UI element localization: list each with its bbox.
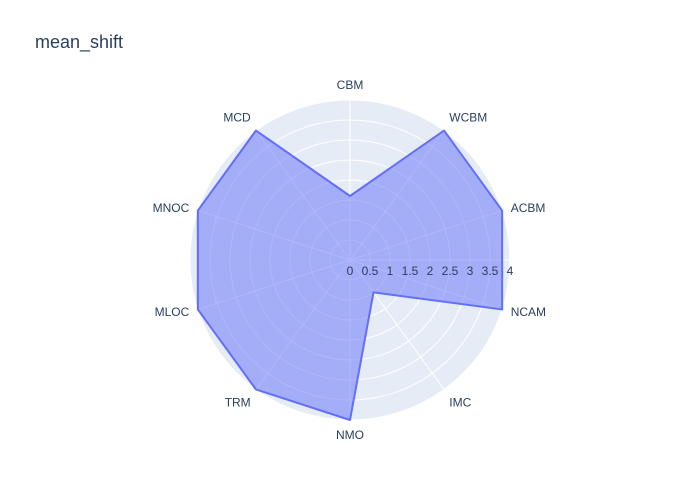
angular-label-nmo: NMO [336, 428, 364, 442]
chart-title: mean_shift [35, 32, 124, 52]
angular-label-mloc: MLOC [155, 305, 190, 319]
angular-label-mcd: MCD [223, 110, 251, 124]
angular-label-ncam: NCAM [511, 305, 546, 319]
radial-tick-label: 3.5 [482, 264, 499, 278]
series-layer [196, 129, 504, 421]
radial-tick-label: 2 [427, 264, 434, 278]
radial-tick-label: 4 [507, 264, 514, 278]
radial-tick-label: 0 [347, 264, 354, 278]
angular-label-imc: IMC [449, 396, 471, 410]
radial-tick-label: 0.5 [362, 264, 379, 278]
radial-tick-label: 1 [387, 264, 394, 278]
angular-label-trm: TRM [225, 396, 251, 410]
series-polygon [196, 129, 504, 421]
angular-label-cbm: CBM [337, 78, 364, 92]
angular-label-wcbm: WCBM [449, 110, 487, 124]
radial-tick-label: 1.5 [402, 264, 419, 278]
angular-label-mnoc: MNOC [153, 201, 190, 215]
radial-ticks: 0 0.5 1 1.5 2 2.5 3 3.5 4 [347, 264, 514, 278]
radial-tick-label: 2.5 [442, 264, 459, 278]
angular-label-acbm: ACBM [511, 201, 546, 215]
radial-tick-label: 3 [467, 264, 474, 278]
angular-labels: CBM WCBM ACBM NCAM IMC NMO TRM MLOC MNOC MCD [153, 78, 546, 442]
